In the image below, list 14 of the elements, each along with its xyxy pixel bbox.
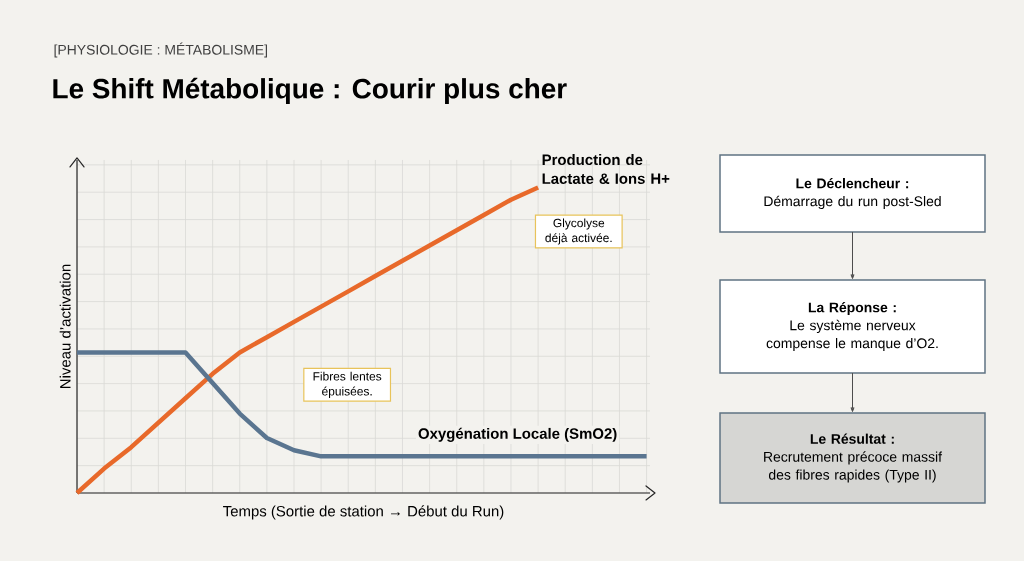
- series-label: Oxygénation Locale (SmO2): [418, 427, 617, 442]
- series-label: Production de Lactate & Ions H+: [542, 154, 670, 184]
- text: Le Résultat :: [810, 433, 894, 444]
- y-axis-title: Niveau d’activation: [59, 264, 71, 388]
- text: Démarrage du run post-Sled: [764, 195, 941, 210]
- chart-subtitle: [PHYSIOLOGIE : MÉTABOLISME]: [54, 42, 267, 58]
- annotation: Glycolyse déjà activée.: [545, 218, 612, 245]
- text: Le Déclencheur :: [796, 177, 909, 189]
- text: La Réponse :: [808, 301, 896, 316]
- x-axis-title: Temps (Sortie de station → Début du Run): [223, 505, 504, 520]
- annotation: Fibres lentes épuisées.: [313, 371, 382, 398]
- text: Le système nerveux compense le manque d’O2.: [766, 319, 938, 351]
- chart-title: Le Shift Métabolique : Courir plus cher: [53, 77, 567, 105]
- text: Recrutement précoce massif des fibres rapides (Type II): [764, 451, 943, 483]
